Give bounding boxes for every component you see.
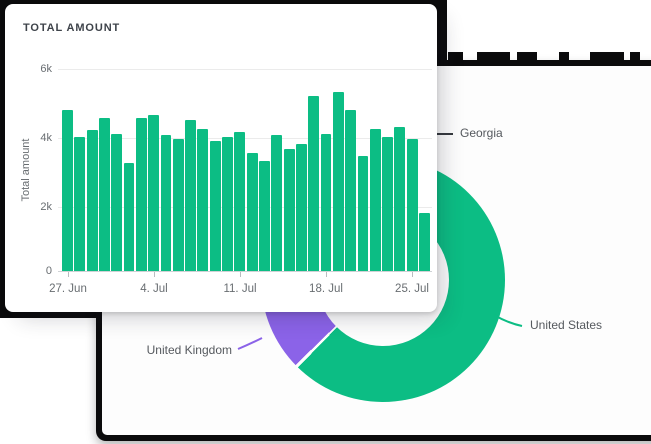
united-states-label: United States bbox=[530, 318, 603, 332]
bar[interactable] bbox=[209, 140, 221, 271]
bar[interactable] bbox=[148, 114, 160, 271]
bar[interactable] bbox=[406, 138, 418, 271]
obscured-text-fragment bbox=[590, 52, 624, 62]
bar[interactable] bbox=[345, 109, 357, 271]
x-tick bbox=[154, 272, 155, 277]
bar[interactable] bbox=[135, 118, 147, 271]
bar[interactable] bbox=[123, 162, 135, 271]
x-axis-line bbox=[58, 271, 432, 272]
x-tick-label: 11. Jul bbox=[223, 283, 257, 295]
y-tick-label: 6k bbox=[40, 63, 52, 75]
obscured-text-fragment bbox=[448, 52, 463, 62]
total-amount-card: TOTAL AMOUNT Total amount 6k 4k 2k 0 27.… bbox=[5, 4, 437, 312]
x-tick bbox=[68, 272, 69, 277]
card-title: TOTAL AMOUNT bbox=[23, 22, 121, 34]
y-tick-label: 4k bbox=[40, 132, 52, 144]
x-tick bbox=[240, 272, 241, 277]
bar[interactable] bbox=[86, 130, 98, 271]
bar[interactable] bbox=[185, 119, 197, 271]
bar[interactable] bbox=[172, 138, 184, 271]
bar[interactable] bbox=[320, 133, 332, 271]
obscured-text-fragment bbox=[477, 52, 510, 62]
united-kingdom-label: United Kingdom bbox=[146, 343, 232, 357]
x-tick bbox=[326, 272, 327, 277]
obscured-text-fragment bbox=[517, 52, 537, 62]
bars bbox=[62, 65, 430, 271]
bar[interactable] bbox=[332, 92, 344, 271]
x-tick bbox=[412, 272, 413, 277]
y-tick-label: 2k bbox=[40, 201, 52, 213]
bar[interactable] bbox=[295, 143, 307, 271]
bar[interactable] bbox=[222, 137, 233, 271]
y-tick-label: 0 bbox=[45, 265, 52, 277]
georgia-label: Georgia bbox=[460, 126, 503, 140]
bar[interactable] bbox=[283, 149, 295, 271]
obscured-text-fragment bbox=[559, 52, 569, 62]
bar[interactable] bbox=[197, 128, 209, 271]
obscured-text-fragment bbox=[630, 52, 640, 62]
bar[interactable] bbox=[394, 126, 406, 271]
bar[interactable] bbox=[246, 152, 258, 271]
bar[interactable] bbox=[111, 133, 123, 271]
x-tick-label: 25. Jul bbox=[395, 283, 429, 295]
bar[interactable] bbox=[382, 137, 394, 271]
x-tick-label: 27. Jun bbox=[49, 283, 87, 295]
bar[interactable] bbox=[419, 212, 430, 271]
bar[interactable] bbox=[98, 118, 110, 271]
bar[interactable] bbox=[62, 109, 73, 271]
bar[interactable] bbox=[74, 137, 86, 271]
bar[interactable] bbox=[160, 135, 172, 271]
bar[interactable] bbox=[369, 128, 381, 271]
bar[interactable] bbox=[271, 135, 283, 271]
x-tick-label: 4. Jul bbox=[140, 283, 168, 295]
gridline-6k bbox=[58, 69, 432, 70]
bar[interactable] bbox=[259, 161, 270, 271]
bar[interactable] bbox=[308, 95, 320, 271]
bar[interactable] bbox=[357, 155, 369, 271]
bar[interactable] bbox=[234, 131, 246, 271]
x-tick-label: 18. Jul bbox=[309, 283, 343, 295]
